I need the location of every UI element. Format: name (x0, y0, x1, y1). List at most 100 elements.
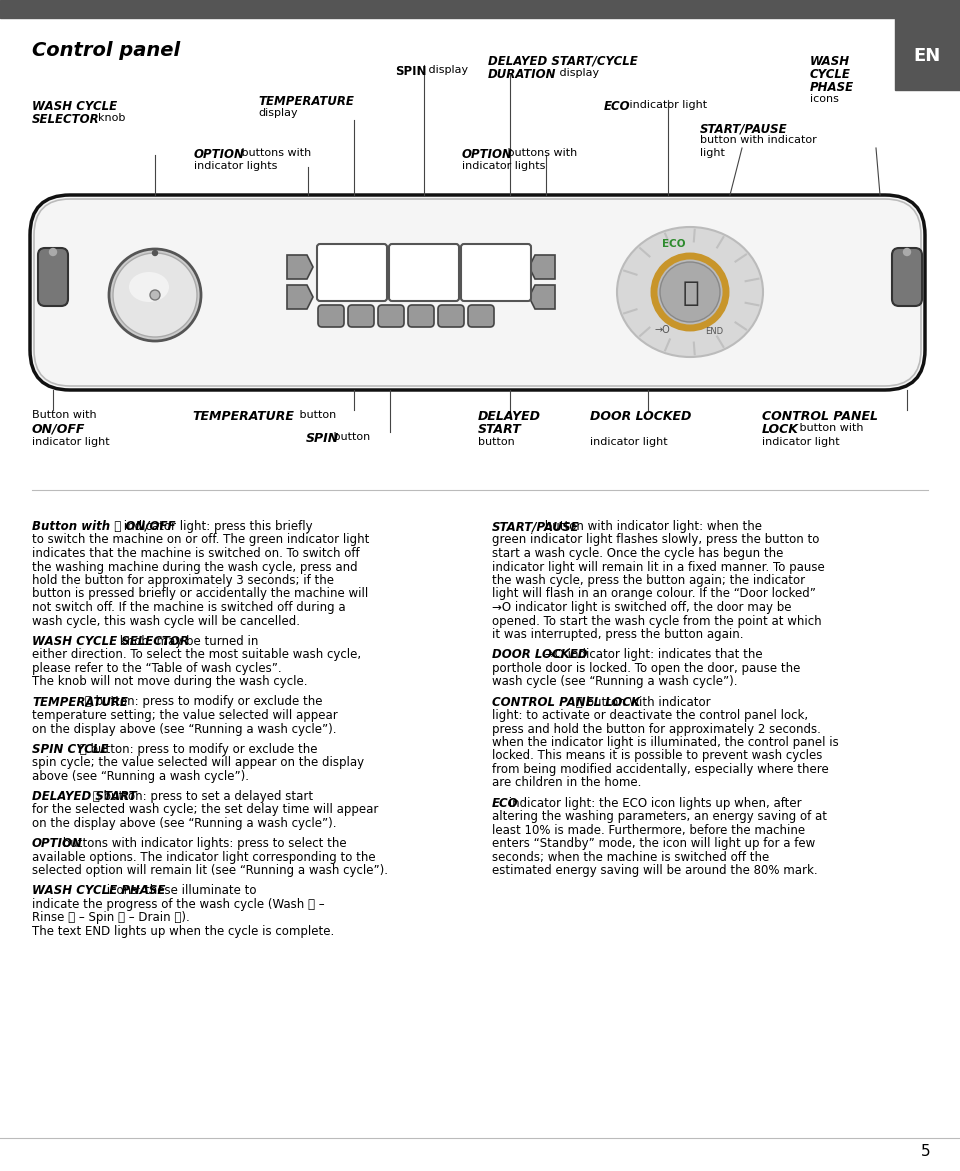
Text: indicator light: press this briefly: indicator light: press this briefly (120, 520, 313, 533)
Circle shape (903, 248, 910, 255)
Text: Ⓢ button: press to set a delayed start: Ⓢ button: press to set a delayed start (89, 790, 314, 803)
Text: indicator light will remain lit in a fixed manner. To pause: indicator light will remain lit in a fix… (492, 561, 825, 574)
Ellipse shape (129, 272, 169, 302)
Text: START: START (478, 423, 521, 436)
Text: SPIN: SPIN (395, 66, 426, 78)
Text: ON/OFF: ON/OFF (32, 423, 85, 436)
Text: TEMPERATURE: TEMPERATURE (32, 696, 128, 708)
FancyBboxPatch shape (438, 304, 464, 327)
Text: WASH CYCLE SELECTOR: WASH CYCLE SELECTOR (32, 635, 189, 648)
Text: WASH CYCLE: WASH CYCLE (32, 100, 117, 112)
Text: button with: button with (796, 423, 863, 433)
Text: above (see “Running a wash cycle”).: above (see “Running a wash cycle”). (32, 769, 249, 782)
Text: EN: EN (913, 47, 941, 66)
Ellipse shape (109, 249, 201, 341)
Text: button: button (330, 432, 371, 441)
Text: DELAYED START/CYCLE: DELAYED START/CYCLE (488, 55, 637, 68)
Text: Ⓢ button: press to modify or exclude the: Ⓢ button: press to modify or exclude the (81, 696, 323, 708)
Text: TEMPERATURE: TEMPERATURE (192, 410, 294, 423)
Text: indicates that the machine is switched on. To switch off: indicates that the machine is switched o… (32, 547, 360, 560)
Text: indicator light: indicator light (762, 437, 840, 447)
Text: DURATION: DURATION (488, 68, 557, 81)
Ellipse shape (113, 253, 197, 337)
Text: light will flash in an orange colour. If the “Door locked”: light will flash in an orange colour. If… (492, 588, 816, 601)
Text: OPTION: OPTION (194, 148, 245, 160)
FancyBboxPatch shape (318, 304, 344, 327)
Text: WASH: WASH (810, 55, 851, 68)
Circle shape (660, 262, 720, 322)
Text: knob: knob (98, 112, 126, 123)
Text: The knob will not move during the wash cycle.: The knob will not move during the wash c… (32, 676, 307, 689)
Text: Button with: Button with (32, 410, 100, 420)
Text: not switch off. If the machine is switched off during a: not switch off. If the machine is switch… (32, 601, 346, 614)
Text: display: display (556, 68, 599, 78)
Text: indicator light: indicator light (32, 437, 109, 447)
Text: ECO: ECO (604, 100, 631, 112)
Text: indicator lights: indicator lights (462, 160, 545, 171)
Text: button with indicator light: when the: button with indicator light: when the (540, 520, 761, 533)
Text: CONTROL PANEL: CONTROL PANEL (762, 410, 878, 423)
Text: display: display (258, 108, 298, 118)
Text: PHASE: PHASE (810, 81, 854, 94)
Text: →O indicator light is switched off, the door may be: →O indicator light is switched off, the … (492, 601, 791, 614)
Text: Control panel: Control panel (32, 41, 180, 60)
Text: altering the washing parameters, an energy saving of at: altering the washing parameters, an ener… (492, 810, 827, 823)
Text: button is pressed briefly or accidentally the machine will: button is pressed briefly or accidentall… (32, 588, 369, 601)
Text: start a wash cycle. Once the cycle has begun the: start a wash cycle. Once the cycle has b… (492, 547, 783, 560)
FancyBboxPatch shape (378, 304, 404, 327)
Text: button with indicator: button with indicator (700, 135, 817, 145)
Text: CYCLE: CYCLE (810, 68, 851, 81)
Text: hold the button for approximately 3 seconds; if the: hold the button for approximately 3 seco… (32, 574, 334, 587)
Ellipse shape (617, 227, 763, 357)
Ellipse shape (150, 290, 160, 300)
Text: porthole door is locked. To open the door, pause the: porthole door is locked. To open the doo… (492, 662, 801, 674)
Text: buttons with indicator lights: press to select the: buttons with indicator lights: press to … (59, 837, 347, 850)
Bar (895, 18, 960, 90)
Text: →O indicator light: indicates that the: →O indicator light: indicates that the (540, 649, 762, 662)
Text: TEMPERATURE: TEMPERATURE (258, 95, 354, 108)
Text: the washing machine during the wash cycle, press and: the washing machine during the wash cycl… (32, 561, 358, 574)
Text: WASH CYCLE PHASE: WASH CYCLE PHASE (32, 884, 165, 897)
Text: indicator light: indicator light (590, 437, 667, 447)
Text: seconds; when the machine is switched off the: seconds; when the machine is switched of… (492, 851, 769, 864)
Text: Ⓢ button: press to modify or exclude the: Ⓢ button: press to modify or exclude the (76, 742, 318, 755)
Text: START/PAUSE: START/PAUSE (492, 520, 580, 533)
Text: CONTROL PANEL LOCK: CONTROL PANEL LOCK (492, 696, 640, 708)
Text: opened. To start the wash cycle from the point at which: opened. To start the wash cycle from the… (492, 615, 822, 628)
Text: indicator light: indicator light (626, 100, 708, 110)
Text: Button with ⓘ ON/OFF: Button with ⓘ ON/OFF (32, 520, 176, 533)
Text: on the display above (see “Running a wash cycle”).: on the display above (see “Running a was… (32, 723, 337, 735)
Text: green indicator light flashes slowly, press the button to: green indicator light flashes slowly, pr… (492, 534, 820, 547)
Text: wash cycle (see “Running a wash cycle”).: wash cycle (see “Running a wash cycle”). (492, 676, 737, 689)
Text: are children in the home.: are children in the home. (492, 776, 641, 789)
Text: SELECTOR: SELECTOR (32, 112, 100, 126)
Text: the wash cycle, press the button again; the indicator: the wash cycle, press the button again; … (492, 574, 805, 587)
Text: on the display above (see “Running a wash cycle”).: on the display above (see “Running a was… (32, 817, 337, 830)
FancyBboxPatch shape (892, 248, 922, 306)
Text: DOOR LOCKED: DOOR LOCKED (590, 410, 691, 423)
FancyBboxPatch shape (461, 244, 531, 301)
Text: estimated energy saving will be around the 80% mark.: estimated energy saving will be around t… (492, 864, 818, 877)
Text: when the indicator light is illuminated, the control panel is: when the indicator light is illuminated,… (492, 737, 839, 749)
Text: DOOR LOCKED: DOOR LOCKED (492, 649, 588, 662)
Text: indicator lights: indicator lights (194, 160, 277, 171)
FancyBboxPatch shape (408, 304, 434, 327)
Text: buttons with: buttons with (238, 148, 311, 158)
Text: light: to activate or deactivate the control panel lock,: light: to activate or deactivate the con… (492, 708, 808, 723)
Polygon shape (287, 285, 313, 309)
Text: locked. This means it is possible to prevent wash cycles: locked. This means it is possible to pre… (492, 749, 823, 762)
Text: please refer to the “Table of wash cycles”.: please refer to the “Table of wash cycle… (32, 662, 281, 674)
Text: OPTION: OPTION (32, 837, 83, 850)
Text: display: display (425, 66, 468, 75)
Text: button: button (296, 410, 336, 420)
Text: ECO: ECO (662, 239, 685, 249)
FancyBboxPatch shape (38, 248, 68, 306)
Text: to switch the machine on or off. The green indicator light: to switch the machine on or off. The gre… (32, 534, 370, 547)
Polygon shape (529, 285, 555, 309)
Text: wash cycle, this wash cycle will be cancelled.: wash cycle, this wash cycle will be canc… (32, 615, 300, 628)
Text: Rinse Ⓢ – Spin Ⓢ – Drain Ⓢ).: Rinse Ⓢ – Spin Ⓢ – Drain Ⓢ). (32, 911, 190, 924)
Text: indicate the progress of the wash cycle (Wash Ⓢ –: indicate the progress of the wash cycle … (32, 898, 324, 911)
Text: START/PAUSE: START/PAUSE (700, 122, 787, 135)
Text: button: button (478, 437, 515, 447)
Text: from being modified accidentally, especially where there: from being modified accidentally, especi… (492, 763, 828, 776)
